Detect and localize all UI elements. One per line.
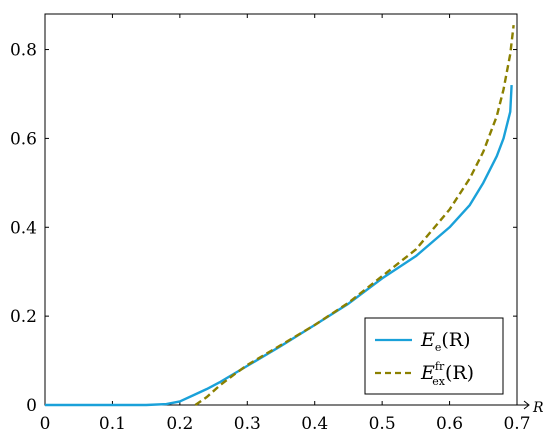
x-axis-label: R [532, 400, 544, 416]
legend-label-1-sub: ex [432, 375, 446, 388]
x-tick-label: 0.3 [234, 414, 261, 434]
x-tick-label: 0.6 [436, 414, 463, 434]
x-axis-arrow-head [523, 400, 530, 410]
legend-label-0-arg: (R) [441, 329, 470, 351]
x-tick-label: 0.5 [369, 414, 396, 434]
x-tick-label: 0.1 [99, 414, 126, 434]
series-layer [45, 24, 515, 407]
legend-label-1-arg: (R) [445, 362, 474, 384]
x-tick-label: 0 [40, 414, 51, 434]
legend-box [364, 317, 504, 395]
y-tick-label: 0.8 [10, 41, 37, 61]
x-tick-label: 0.7 [503, 414, 530, 434]
legend-label-1-base: E [420, 362, 435, 384]
legend-label-1-sup: fr [435, 360, 445, 373]
legend-label-1: Efr ex(R) [420, 360, 474, 388]
y-tick-label: 0 [26, 396, 37, 416]
ticks: 0 0.1 0.2 0.3 0.4 0.5 0.6 0.7 0 0.2 0.4 0.6 0.8 [10, 14, 531, 434]
x-tick-label: 0.4 [301, 414, 328, 434]
x-tick-label: 0.2 [166, 414, 193, 434]
plot-frame [44, 13, 518, 406]
y-tick-label: 0.6 [10, 129, 37, 149]
legend-label-0-sub: e [435, 341, 442, 354]
legend-label-0: Ee(R) [420, 329, 471, 354]
y-tick-label: 0.4 [10, 218, 37, 238]
legend: Ee(R) Efr ex(R) [364, 317, 504, 395]
y-tick-label: 0.2 [10, 307, 37, 327]
legend-label-0-base: E [420, 329, 435, 351]
